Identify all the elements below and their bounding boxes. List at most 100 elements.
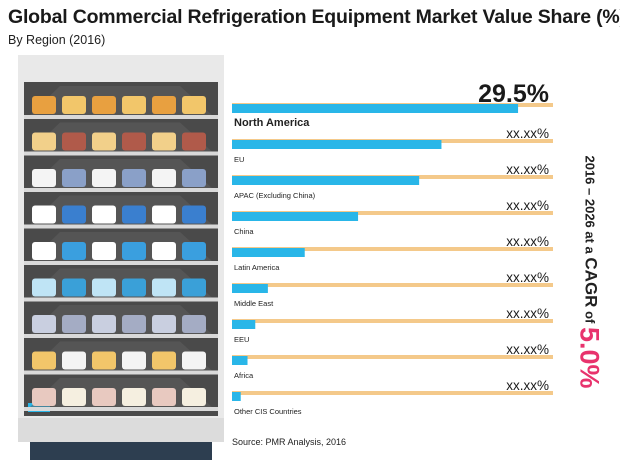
- category-label: China: [234, 227, 254, 236]
- shelf-product: [122, 351, 146, 370]
- bar: [232, 284, 268, 293]
- bar: [232, 212, 359, 221]
- value-label: xx.xx%: [506, 306, 549, 321]
- shelf-product: [182, 205, 206, 224]
- bar: [232, 248, 305, 257]
- shelf: [24, 224, 218, 229]
- shelf-product: [32, 351, 56, 370]
- bar: [232, 176, 420, 185]
- shelf-product: [62, 315, 86, 333]
- fridge-base: [18, 418, 224, 442]
- shelf-product: [32, 278, 56, 297]
- shelf: [24, 297, 218, 302]
- value-label: xx.xx%: [506, 234, 549, 249]
- shelf-product: [62, 169, 86, 187]
- shelf-product: [152, 96, 176, 114]
- shelf-product: [62, 205, 86, 224]
- shelf-product: [62, 96, 86, 114]
- bar-track: [232, 283, 553, 287]
- shelf-product: [92, 169, 116, 187]
- cagr-of: of: [582, 307, 598, 327]
- shelf-product: [182, 132, 206, 151]
- category-label: EEU: [234, 335, 249, 344]
- shelf-product: [182, 315, 206, 333]
- cagr-value: 5.0%: [574, 326, 605, 389]
- cagr-callout: 2016 – 2026 at a CAGR of 5.0%: [574, 155, 605, 388]
- shelf-product: [62, 278, 86, 297]
- shelf-product: [152, 169, 176, 187]
- value-label: 29.5%: [478, 80, 549, 108]
- category-label: Latin America: [234, 263, 280, 272]
- shelf-product: [92, 205, 116, 224]
- shelf-product: [182, 169, 206, 187]
- shelf-product: [182, 388, 206, 406]
- shelf-product: [152, 351, 176, 370]
- shelf-product: [92, 351, 116, 370]
- bar: [232, 392, 241, 401]
- shelf-product: [62, 388, 86, 406]
- shelf-product: [152, 205, 176, 224]
- cagr-period: 2016 – 2026 at a: [582, 155, 598, 258]
- shelf-product: [122, 169, 146, 187]
- shelf: [24, 261, 218, 265]
- bar: [232, 104, 519, 113]
- chart-title: Global Commercial Refrigeration Equipmen…: [8, 6, 620, 28]
- shelf-product: [92, 278, 116, 297]
- shelf-product: [32, 242, 56, 260]
- shelf: [24, 188, 218, 192]
- value-label: xx.xx%: [506, 378, 549, 393]
- bar: [232, 320, 256, 329]
- shelf-product: [152, 132, 176, 151]
- shelf-product: [92, 242, 116, 260]
- shelf: [24, 151, 218, 156]
- shelf-product: [122, 96, 146, 114]
- shelf-product: [122, 242, 146, 260]
- shelf-product: [32, 169, 56, 187]
- shelf-product: [122, 278, 146, 297]
- shelf-product: [152, 315, 176, 333]
- shelf-product: [62, 132, 86, 151]
- shelf-product: [62, 351, 86, 370]
- value-label: xx.xx%: [506, 198, 549, 213]
- shelf-product: [32, 96, 56, 114]
- shelf-product: [92, 96, 116, 114]
- value-label: xx.xx%: [506, 126, 549, 141]
- category-label: APAC (Excluding China): [234, 191, 316, 200]
- bar-track: [232, 211, 553, 215]
- category-label: Other CIS Countries: [234, 407, 302, 416]
- shelf-product: [182, 351, 206, 370]
- bar-track: [232, 391, 553, 395]
- shelf-product: [32, 388, 56, 406]
- shelf-product: [152, 242, 176, 260]
- bar-track: [232, 355, 553, 359]
- shelf-product: [182, 278, 206, 297]
- shelf-product: [32, 205, 56, 224]
- shelf-product: [32, 132, 56, 151]
- shelf-product: [152, 278, 176, 297]
- shelf-product: [182, 96, 206, 114]
- shelf-product: [92, 315, 116, 333]
- shelf-product: [122, 205, 146, 224]
- shelf: [24, 334, 218, 338]
- value-label: xx.xx%: [506, 342, 549, 357]
- category-label: Middle East: [234, 299, 274, 308]
- shelf-product: [92, 388, 116, 406]
- shelf-product: [182, 242, 206, 260]
- shelf-product: [62, 242, 86, 260]
- shelf-product: [122, 315, 146, 333]
- bar: [232, 140, 442, 149]
- shelf: [24, 115, 218, 119]
- bar-track: [232, 319, 553, 323]
- category-label: Africa: [234, 371, 254, 380]
- value-label: xx.xx%: [506, 270, 549, 285]
- shelf-product: [122, 132, 146, 151]
- shelf-product: [92, 132, 116, 151]
- source-note: Source: PMR Analysis, 2016: [232, 437, 347, 447]
- shelf: [24, 407, 218, 411]
- cagr-label: CAGR: [581, 257, 601, 308]
- shelf-product: [152, 388, 176, 406]
- shelf-product: [32, 315, 56, 333]
- value-label: xx.xx%: [506, 162, 549, 177]
